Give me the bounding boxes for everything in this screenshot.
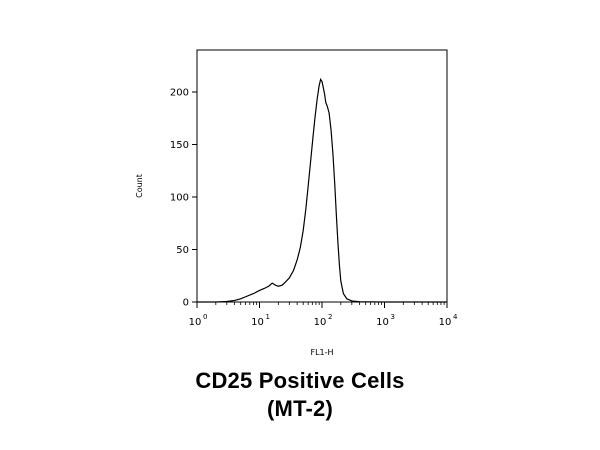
plot-frame: [196, 49, 448, 303]
x-tick-label-base: 10: [314, 317, 327, 328]
y-tick-label: 200: [170, 88, 189, 99]
y-tick-label: 0: [183, 298, 189, 309]
x-tick-label-exponent: 3: [391, 313, 395, 321]
x-axis-label: FL1-H: [310, 348, 333, 357]
x-tick-label-exponent: 1: [266, 313, 270, 321]
x-tick-label-exponent: 0: [203, 313, 207, 321]
y-tick-label: 100: [170, 193, 189, 204]
chart-title-line-2: (MT-2): [267, 396, 333, 421]
x-tick-label-base: 10: [251, 317, 264, 328]
x-tick-label-base: 10: [376, 317, 389, 328]
y-tick-label: 150: [170, 140, 189, 151]
histogram-series-line: [197, 77, 447, 303]
y-axis-ticks: 0 50 100 150 200: [170, 88, 197, 309]
y-axis-label: Count: [135, 174, 144, 198]
x-tick-label-exponent: 4: [453, 313, 458, 321]
y-tick-label: 50: [176, 245, 189, 256]
chart-title-line-1: CD25 Positive Cells: [195, 368, 405, 393]
x-tick-label-base: 10: [439, 317, 452, 328]
x-tick-label-base: 10: [189, 317, 202, 328]
x-axis-ticks: 10 0 10 1 10 2 10 3 10 4: [189, 302, 458, 328]
x-tick-label-exponent: 2: [328, 313, 332, 321]
